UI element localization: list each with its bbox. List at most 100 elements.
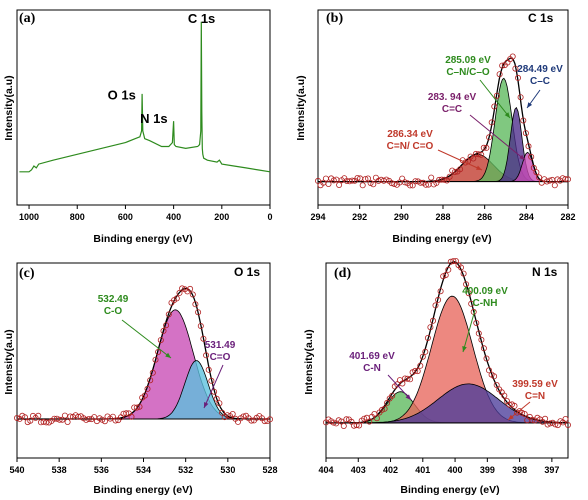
data-point: [85, 415, 92, 422]
x-tick-label: 397: [544, 465, 559, 475]
annotation-arrow: [121, 319, 172, 359]
peak-label: N 1s: [140, 111, 167, 126]
panel-a-survey: (a) Binding energy (eV) Intensity(a.u) 1…: [3, 9, 273, 245]
x-tick-label: 600: [118, 212, 133, 222]
survey-line: [19, 21, 271, 173]
panel-letter: (c): [19, 266, 35, 281]
data-point: [485, 367, 492, 374]
data-point: [542, 415, 549, 422]
x-tick-label: 402: [383, 465, 398, 475]
data-point: [364, 175, 371, 182]
data-point: [128, 413, 135, 420]
data-point: [64, 418, 71, 425]
data-point: [551, 182, 558, 189]
x-axis-title: Binding energy (eV): [93, 484, 192, 496]
data-point: [470, 155, 477, 162]
peak-energy-label: 285.09 eV: [445, 55, 491, 66]
peak-energy-label: 399.59 eV: [512, 379, 558, 390]
data-point: [419, 353, 426, 360]
data-point: [473, 319, 480, 326]
data-point: [197, 322, 204, 329]
data-point: [429, 317, 436, 324]
data-point: [173, 295, 180, 302]
data-point: [432, 302, 439, 309]
data-point: [437, 288, 444, 295]
data-point: [229, 410, 236, 417]
data-point: [491, 373, 498, 380]
x-ticks: 404 403 402 401 400 399 398 397: [318, 458, 559, 475]
x-tick-label: 401: [415, 465, 430, 475]
data-point: [59, 416, 66, 423]
x-tick-label: 288: [435, 212, 450, 222]
data-point: [512, 65, 519, 72]
data-point: [61, 412, 68, 419]
data-point: [219, 409, 226, 416]
x-tick-label: 534: [136, 465, 151, 475]
data-point: [353, 422, 360, 429]
fitted-peak: [17, 309, 270, 420]
x-ticks: 540 538 536 534 532 530 528: [9, 458, 278, 475]
data-point: [412, 367, 419, 374]
data-point: [511, 402, 518, 409]
panel-c-o1s: (c) O 1s Binding energy (eV) Intensity(a…: [3, 262, 278, 496]
data-point: [442, 272, 449, 279]
data-point: [141, 392, 148, 399]
envelope-line: [318, 57, 568, 183]
annotation-arrow: [469, 114, 526, 161]
data-point: [452, 257, 459, 264]
data-point: [519, 409, 526, 416]
data-point: [330, 177, 337, 184]
peak-energy-label: 284.49 eV: [517, 64, 563, 75]
data-point: [266, 416, 273, 423]
data-point: [401, 179, 408, 186]
x-tick-label: 532: [178, 465, 193, 475]
peak-assignment-label: C-O: [104, 306, 123, 317]
axis-frame: [325, 262, 569, 459]
data-point: [147, 377, 154, 384]
data-point: [336, 181, 343, 188]
data-point: [478, 151, 485, 158]
data-point: [435, 296, 442, 303]
x-tick-label: 800: [70, 212, 85, 222]
x-tick-label: 294: [310, 212, 325, 222]
data-point: [517, 94, 524, 101]
x-tick-label: 400: [448, 465, 463, 475]
data-point: [509, 53, 516, 60]
axis-frame: [16, 262, 271, 459]
data-point: [349, 177, 356, 184]
data-point: [480, 345, 487, 352]
data-point: [427, 324, 434, 331]
data-point: [422, 181, 429, 188]
peak-energy-label: 532.49: [98, 294, 129, 305]
peak-label: O 1s: [108, 88, 136, 103]
panel-letter: (a): [19, 11, 36, 26]
peak-assignment-label: C–N/C–O: [446, 67, 490, 78]
panel-b-c1s: (b) C 1s Binding energy (eV) Intensity(a…: [295, 9, 576, 245]
data-point: [155, 348, 162, 355]
data-point: [330, 419, 337, 426]
data-point: [361, 415, 368, 422]
data-point: [491, 103, 498, 110]
data-point: [428, 174, 435, 181]
data-point: [451, 169, 458, 176]
data-point: [240, 413, 247, 420]
data-point: [407, 376, 414, 383]
x-tick-label: 403: [351, 465, 366, 475]
data-point: [536, 174, 543, 181]
data-point: [417, 362, 424, 369]
data-point: [486, 134, 493, 141]
data-point: [195, 309, 202, 316]
arrow-head: [165, 352, 171, 358]
data-point: [422, 348, 429, 355]
data-point: [501, 392, 508, 399]
data-point: [488, 119, 495, 126]
data-point: [445, 266, 452, 273]
data-point: [322, 175, 329, 182]
data-point: [163, 322, 170, 329]
x-axis-title: Binding energy (eV): [392, 233, 491, 245]
data-point: [13, 414, 20, 421]
data-point: [529, 416, 536, 423]
x-tick-label: 290: [394, 212, 409, 222]
data-point: [522, 130, 529, 137]
x-tick-label: 536: [94, 465, 109, 475]
